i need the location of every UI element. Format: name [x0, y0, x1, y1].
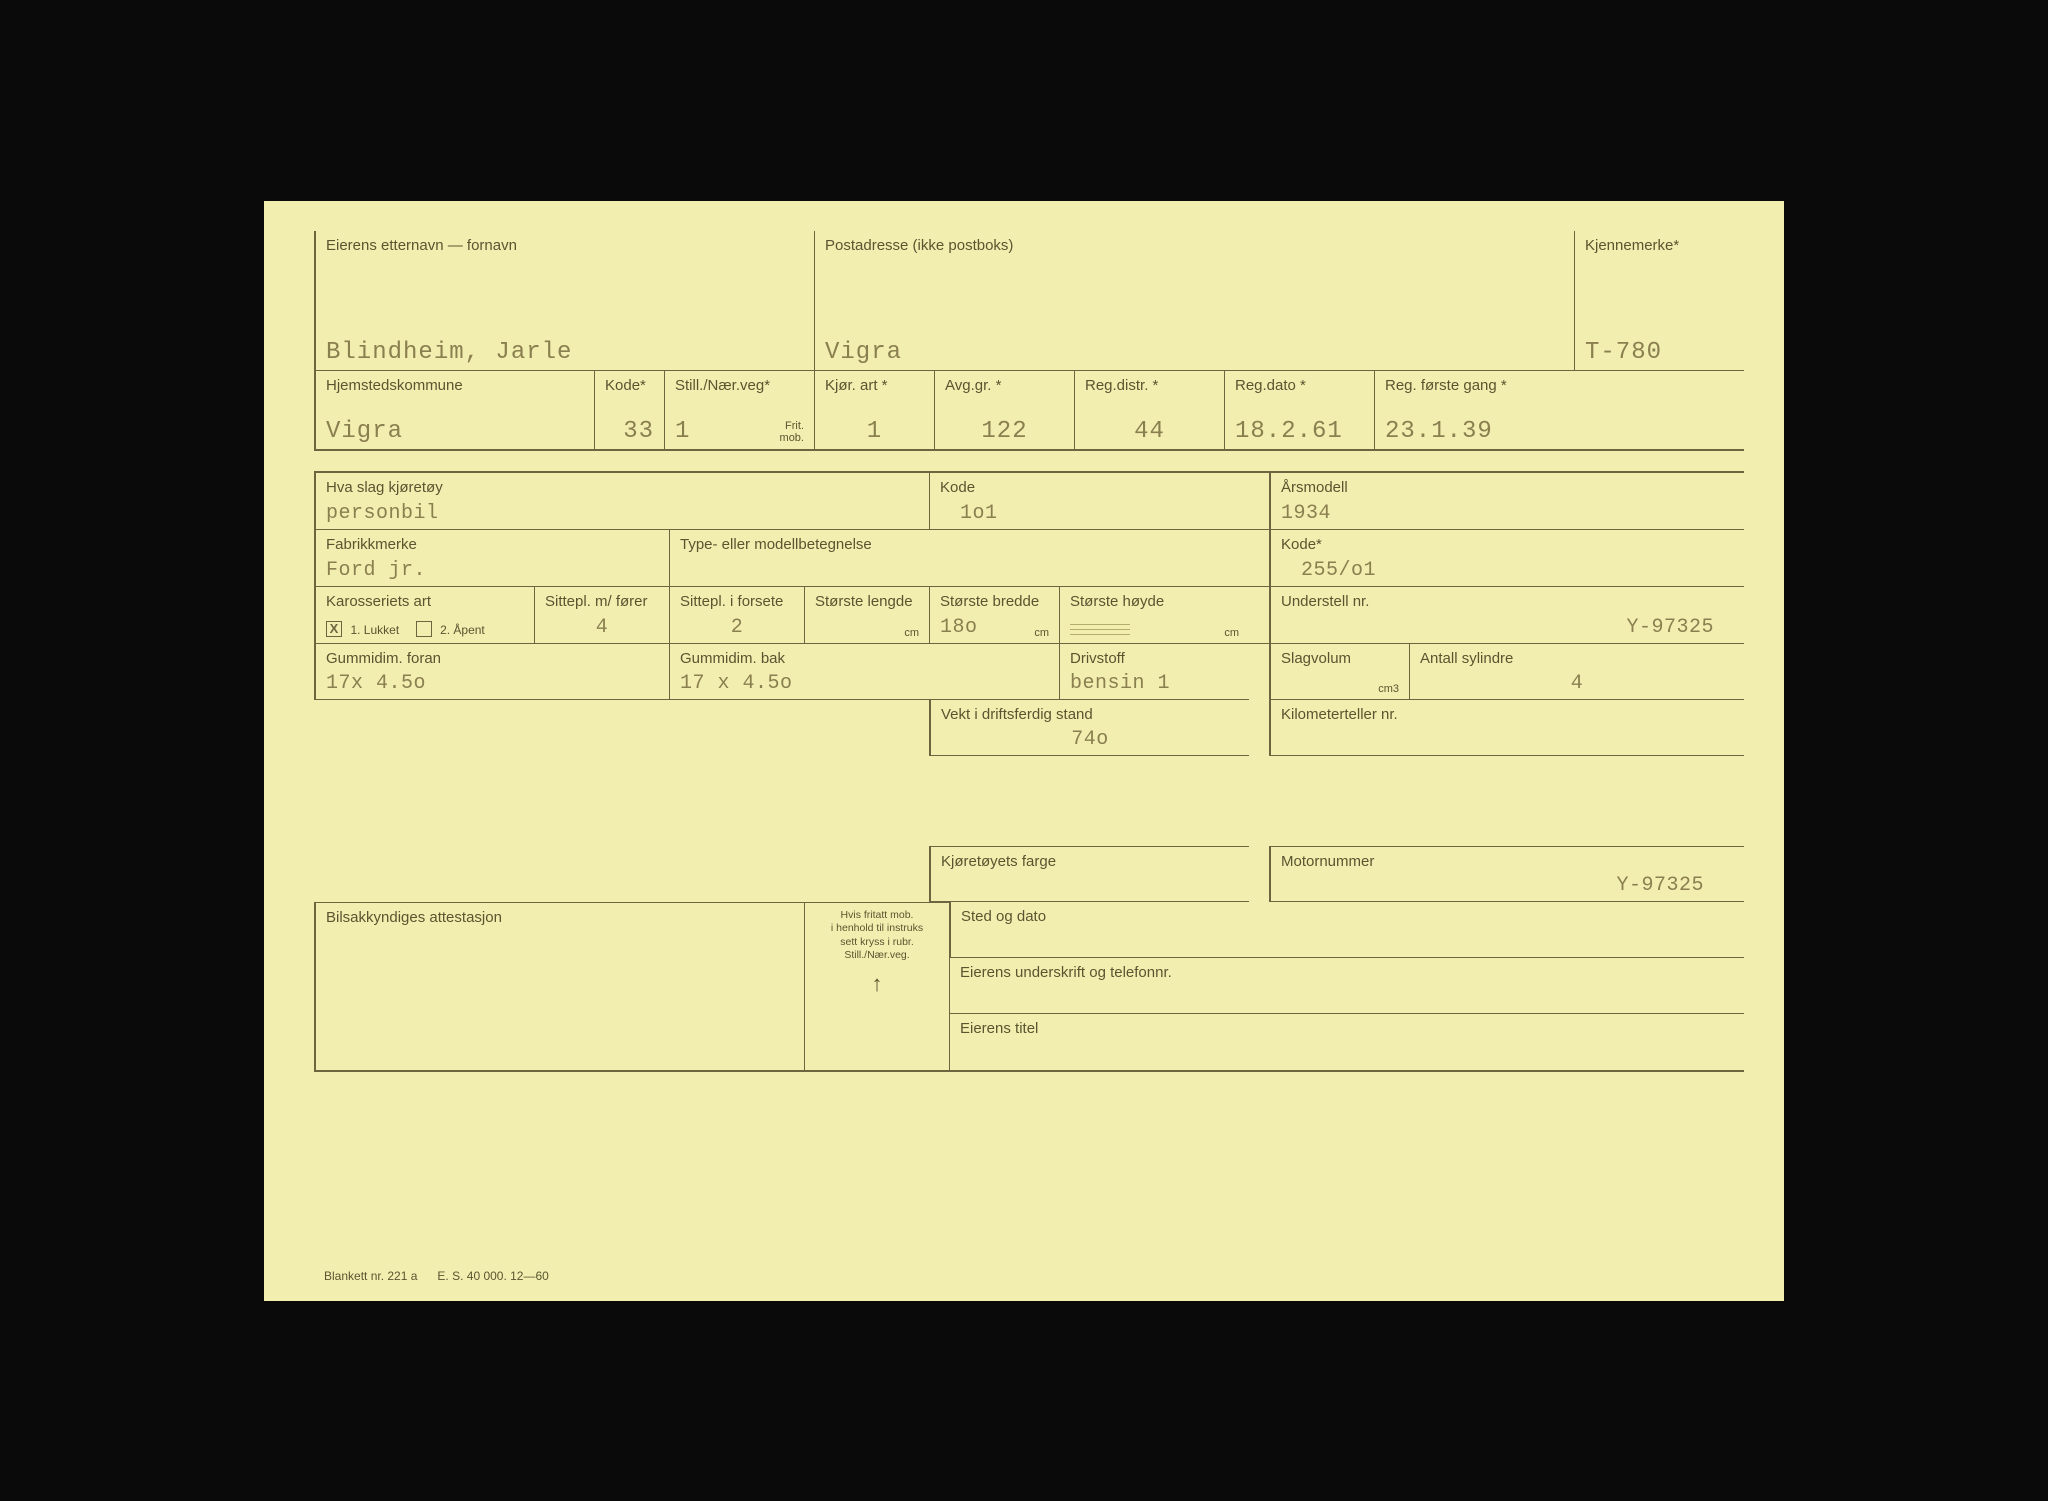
gummib-label: Gummidim. bak	[680, 650, 1049, 667]
sitteplf-label: Sittepl. i forsete	[680, 593, 794, 610]
farge-label: Kjøretøyets farge	[941, 853, 1239, 870]
address-value: Vigra	[825, 339, 1564, 366]
gummif-label: Gummidim. foran	[326, 650, 659, 667]
underskrift-label: Eierens underskrift og telefonnr.	[960, 964, 1734, 981]
sittepl-value: 4	[545, 616, 659, 639]
bredde-unit: cm	[1034, 627, 1049, 639]
avggr-value: 122	[945, 418, 1064, 445]
regforste-value: 23.1.39	[1385, 418, 1734, 445]
sylindre-value: 4	[1420, 672, 1734, 695]
address-label: Postadresse (ikke postboks)	[825, 237, 1564, 254]
fabrikk-label: Fabrikkmerke	[326, 536, 659, 553]
kode-label: Kode*	[605, 377, 654, 394]
gummib-value: 17 x 4.5o	[680, 672, 1049, 695]
arsmodell-value: 1934	[1281, 502, 1734, 525]
vekt-label: Vekt i driftsferdig stand	[941, 706, 1239, 723]
hoyde-hatch	[1070, 623, 1130, 639]
arrow-up-icon: ↑	[815, 971, 939, 997]
kjorart-value: 1	[825, 418, 924, 445]
vkode-value: 1o1	[940, 502, 1239, 525]
section-vehicle: Hva slag kjøretøy personbil Kode 1o1 Års…	[314, 471, 1744, 756]
kjennemerke-label: Kjennemerke*	[1585, 237, 1734, 254]
motor-value: Y-97325	[1281, 874, 1734, 897]
footer-blankett: Blankett nr. 221 a E. S. 40 000. 12—60	[324, 1269, 549, 1283]
kommune-label: Hjemstedskommune	[326, 377, 584, 394]
sittepl-label: Sittepl. m/ fører	[545, 593, 659, 610]
sitteplf-value: 2	[680, 616, 794, 639]
karosseri-check2	[416, 621, 432, 637]
hoyde-unit: cm	[1224, 627, 1239, 639]
section-owner: Eierens etternavn — fornavn Blindheim, J…	[314, 231, 1744, 451]
avggr-label: Avg.gr. *	[945, 377, 1064, 394]
karosseri-label: Karosseriets art	[326, 593, 524, 610]
registration-card: Eierens etternavn — fornavn Blindheim, J…	[264, 201, 1784, 1301]
blankett-nr: Blankett nr. 221 a	[324, 1269, 417, 1283]
understell-value: Y-97325	[1281, 616, 1734, 639]
regdato-value: 18.2.61	[1235, 418, 1364, 445]
still-label: Still./Nær.veg*	[675, 377, 804, 394]
lengde-label: Største lengde	[815, 593, 919, 610]
karosseri-opt2: 2. Åpent	[440, 623, 485, 637]
drivstoff-label: Drivstoff	[1070, 650, 1239, 667]
kode2-value: 255/o1	[1281, 559, 1734, 582]
karosseri-check1: X	[326, 621, 342, 637]
regdato-label: Reg.dato *	[1235, 377, 1364, 394]
vekt-value: 74o	[941, 728, 1239, 751]
sted-label: Sted og dato	[961, 908, 1734, 925]
lengde-unit: cm	[904, 627, 919, 639]
drivstoff-value: bensin 1	[1070, 672, 1239, 695]
hoyde-label: Største høyde	[1070, 593, 1239, 610]
km-label: Kilometerteller nr.	[1281, 706, 1734, 723]
owner-name-value: Blindheim, Jarle	[326, 339, 804, 366]
bredde-label: Største bredde	[940, 593, 1049, 610]
regforste-label: Reg. første gang *	[1385, 377, 1734, 394]
karosseri-opt1: 1. Lukket	[350, 623, 399, 637]
regdistr-value: 44	[1085, 418, 1214, 445]
section-attestation: Kjøretøyets farge Motornummer Y-97325 Bi…	[314, 846, 1744, 1072]
fritatt-text: Hvis fritatt mob.i henhold til instrukss…	[815, 909, 939, 964]
still-value: 1	[675, 418, 690, 445]
kommune-value: Vigra	[326, 418, 584, 445]
slagvolum-unit: cm3	[1378, 683, 1399, 695]
batch-info: E. S. 40 000. 12—60	[437, 1269, 548, 1283]
slag-value: personbil	[326, 502, 919, 525]
understell-label: Understell nr.	[1281, 593, 1734, 610]
slagvolum-label: Slagvolum	[1281, 650, 1399, 667]
karosseri-options: X 1. Lukket 2. Åpent	[326, 621, 524, 639]
still-sublabel: Frit.mob.	[780, 420, 804, 444]
kjorart-label: Kjør. art *	[825, 377, 924, 394]
bredde-value: 18o	[940, 616, 978, 639]
motor-label: Motornummer	[1281, 853, 1734, 870]
attest-label: Bilsakkyndiges attestasjon	[326, 909, 794, 926]
owner-name-label: Eierens etternavn — fornavn	[326, 237, 804, 254]
vkode-label: Kode	[940, 479, 1239, 496]
fabrikk-value: Ford jr.	[326, 559, 659, 582]
kode-value: 33	[605, 418, 654, 445]
type-label: Type- eller modellbetegnelse	[680, 536, 1239, 553]
sylindre-label: Antall sylindre	[1420, 650, 1734, 667]
regdistr-label: Reg.distr. *	[1085, 377, 1214, 394]
arsmodell-label: Årsmodell	[1281, 479, 1734, 496]
titel-label: Eierens titel	[960, 1020, 1734, 1037]
gummif-value: 17x 4.5o	[326, 672, 659, 695]
slag-label: Hva slag kjøretøy	[326, 479, 919, 496]
kode2-label: Kode*	[1281, 536, 1734, 553]
kjennemerke-value: T-780	[1585, 339, 1734, 366]
